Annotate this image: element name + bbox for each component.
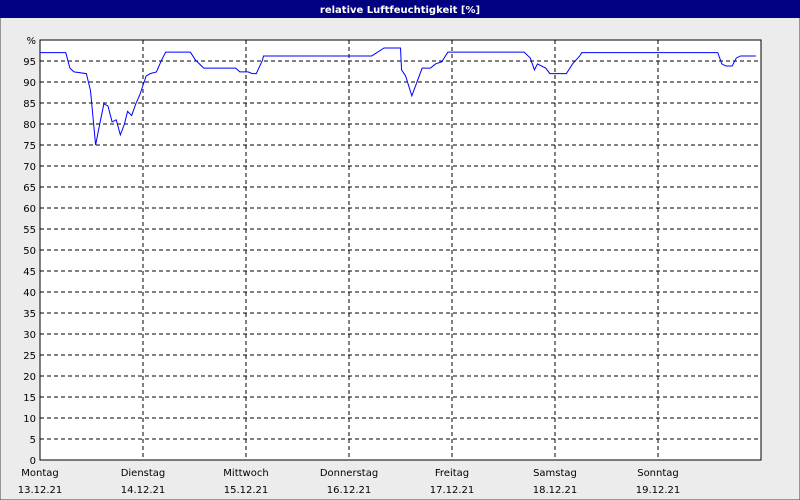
x-tick-label: Dienstag	[121, 468, 166, 479]
x-tick-label: Donnerstag	[320, 468, 378, 479]
y-tick-label: 5	[30, 435, 36, 446]
y-tick-label: 55	[23, 225, 36, 236]
x-tick-date: 19.12.21	[636, 485, 681, 496]
y-tick-label: 90	[23, 78, 36, 89]
x-tick-label: Freitag	[435, 468, 469, 479]
y-tick-label: 60	[23, 204, 36, 215]
y-tick-label: 30	[23, 330, 36, 341]
y-tick-label: 20	[23, 372, 36, 383]
x-tick-date: 15.12.21	[224, 485, 269, 496]
x-tick-label: Montag	[21, 468, 58, 479]
x-tick-date: 13.12.21	[18, 485, 63, 496]
x-tick-label: Samstag	[533, 468, 577, 479]
y-tick-label: 10	[23, 414, 36, 425]
y-tick-label: 65	[23, 183, 36, 194]
data-line	[40, 47, 756, 146]
x-tick-date: 17.12.21	[430, 485, 475, 496]
y-tick-label: %	[26, 36, 36, 47]
x-tick-date: 14.12.21	[121, 485, 166, 496]
y-tick-label: 25	[23, 351, 36, 362]
x-tick-label: Sonntag	[637, 468, 679, 479]
y-tick-label: 40	[23, 288, 36, 299]
y-tick-label: 15	[23, 393, 36, 404]
y-tick-label: 70	[23, 162, 36, 173]
x-tick-date: 16.12.21	[327, 485, 372, 496]
y-tick-label: 75	[23, 141, 36, 152]
title-bar	[0, 0, 800, 18]
x-tick-label: Mittwoch	[223, 468, 268, 479]
y-tick-label: 85	[23, 99, 36, 110]
y-tick-label: 35	[23, 309, 36, 320]
y-tick-label: 80	[23, 120, 36, 131]
x-tick-date: 18.12.21	[533, 485, 578, 496]
y-tick-label: 0	[30, 456, 36, 467]
y-tick-label: 50	[23, 246, 36, 257]
y-tick-label: 95	[23, 57, 36, 68]
y-tick-label: 45	[23, 267, 36, 278]
chart-title: relative Luftfeuchtigkeit [%]	[320, 5, 480, 16]
